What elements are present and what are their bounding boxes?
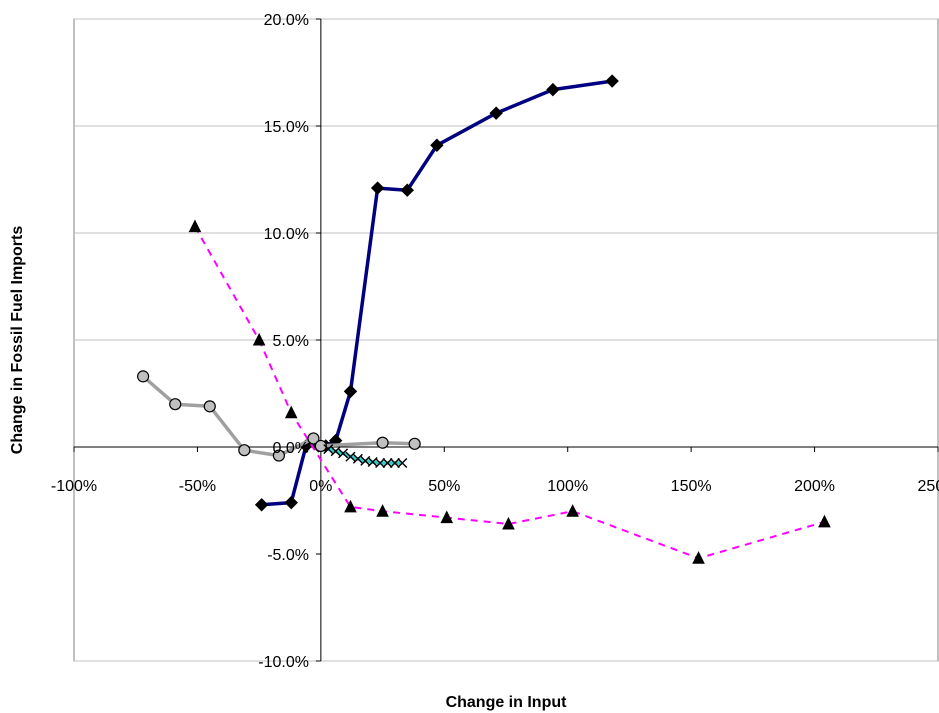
x-tick-label: 0% <box>309 478 332 495</box>
y-tick-label: 10.0% <box>264 226 309 243</box>
series-4-point <box>352 453 363 464</box>
series-3-point <box>408 437 421 450</box>
x-tick-label: 150% <box>671 478 712 495</box>
x-tick-label: 50% <box>428 478 460 495</box>
series-3-point <box>314 439 327 453</box>
series-1-point <box>400 183 414 197</box>
series-1-point <box>284 495 298 510</box>
series-4-point <box>382 458 393 469</box>
series-2-point <box>502 516 515 530</box>
series-1-point <box>605 74 619 88</box>
series-1-point <box>430 138 444 152</box>
series-2-point <box>440 510 454 524</box>
series-3-point <box>169 398 182 411</box>
y-tick-label: 0.0% <box>273 440 309 457</box>
series-1-point <box>370 181 385 195</box>
y-tick-label: 5.0% <box>273 333 309 350</box>
series-3-point <box>376 436 389 449</box>
x-tick-label: 100% <box>547 478 588 495</box>
series-2-point <box>818 514 831 528</box>
series-layer <box>137 74 831 564</box>
series-2-point <box>252 332 266 346</box>
series-2-point <box>692 551 705 564</box>
x-tick-label: -100% <box>51 478 97 495</box>
x-tick-label: 250% <box>918 478 939 495</box>
x-axis-title: Change in Input <box>446 694 568 711</box>
series-4-point <box>323 444 334 455</box>
series-1-point <box>546 82 560 97</box>
x-tick-label: -50% <box>179 478 216 495</box>
series-3-point <box>272 449 285 462</box>
series-1-point <box>254 498 269 512</box>
y-axis-title: Change in Fossil Fuel Imports <box>9 226 26 455</box>
series-2-point <box>566 504 579 517</box>
series-4-point <box>375 458 386 469</box>
series-4-point <box>397 458 408 469</box>
tick-labels: -100% -50% 0% 50% 100% 150% 200% 250% -10.0% -5.0… <box>51 12 939 671</box>
y-tick-label: 15.0% <box>264 119 309 136</box>
series-4-point <box>389 458 400 469</box>
series-2-point <box>284 405 298 419</box>
y-tick-label: 20.0% <box>264 12 309 29</box>
y-tick-label: -10.0% <box>258 654 309 671</box>
series-2-point <box>188 219 202 233</box>
x-tick-label: 200% <box>794 478 835 495</box>
series-3-point <box>307 432 320 445</box>
series-2-point <box>344 499 357 513</box>
series-2-point <box>376 504 389 517</box>
series-4-point <box>338 448 349 459</box>
series-1-point <box>343 384 358 399</box>
series-1-point <box>489 106 503 120</box>
series-4-point <box>330 446 341 457</box>
series-2-line <box>194 226 825 560</box>
series-3-point <box>137 370 150 383</box>
series-3-point <box>238 444 251 457</box>
series-4-point <box>345 451 356 462</box>
series-3-point <box>203 400 216 413</box>
y-tick-label: -5.0% <box>267 547 309 564</box>
